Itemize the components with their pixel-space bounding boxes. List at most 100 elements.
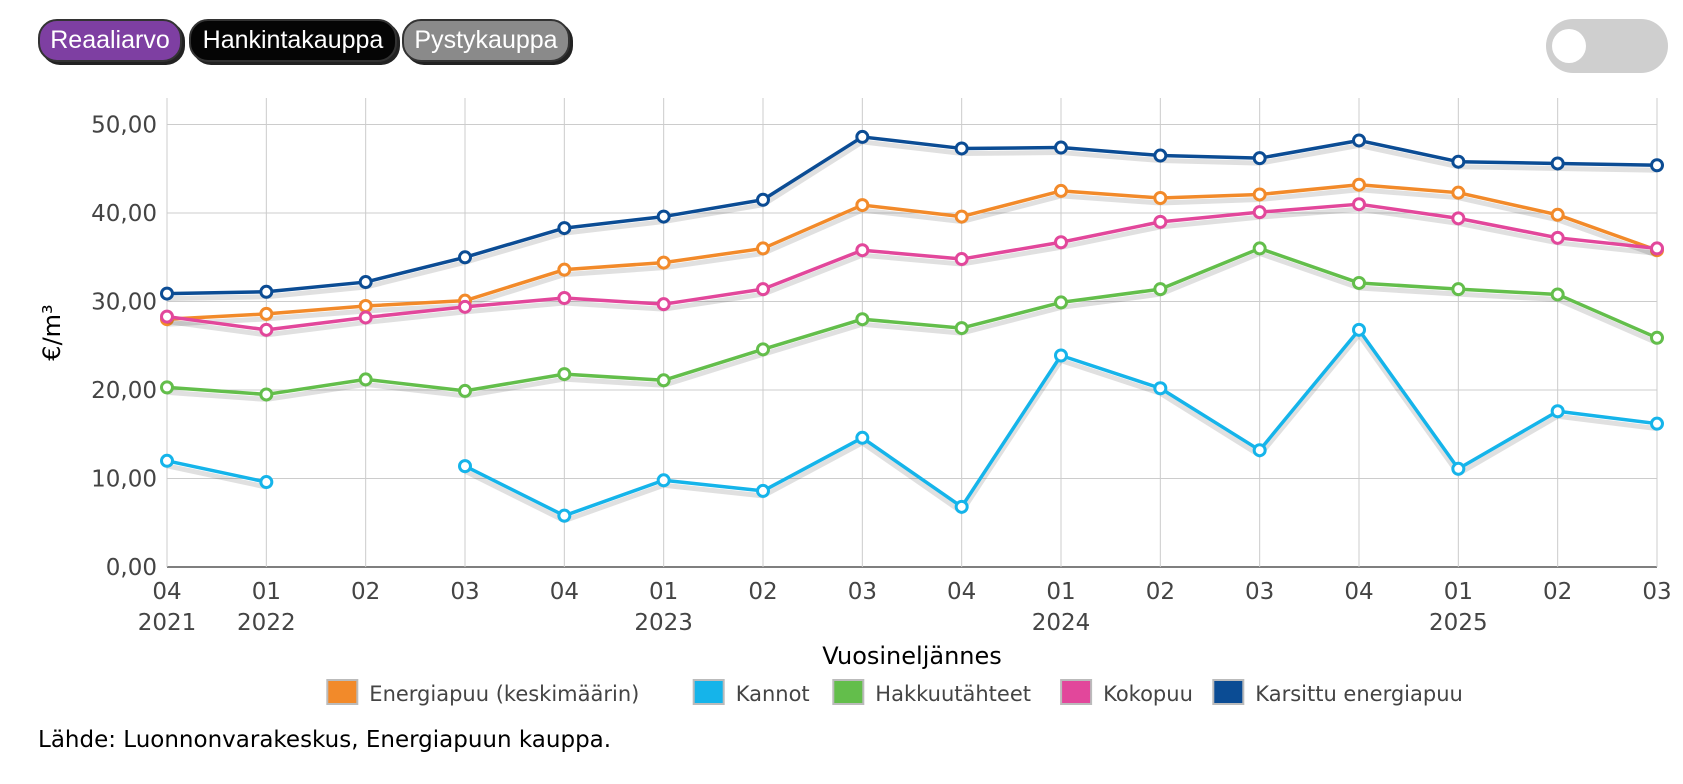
line-chart: 0,00 10,00 20,00 30,00 40,00 50,00 04 2021 01 202…: [38, 98, 1672, 706]
data-point: [458, 250, 472, 265]
series-kokopuu: [160, 197, 1664, 338]
legend-swatch: [326, 679, 359, 705]
data-point: [1650, 158, 1664, 173]
x-tick-label: 02: [351, 579, 380, 605]
data-point: [954, 141, 969, 156]
data-point: [458, 299, 472, 314]
data-point: [1550, 287, 1565, 302]
data-point: [1054, 140, 1068, 155]
data-point: [756, 192, 770, 207]
x-tick-label: 01: [1046, 579, 1075, 605]
x-year-label: 2023: [634, 610, 693, 636]
x-tick-label: 03: [848, 579, 877, 605]
reaaliarvo-button[interactable]: Reaaliarvo: [38, 19, 182, 62]
x-year-label: 2022: [237, 610, 296, 636]
y-tick-label: 10,00: [91, 467, 157, 493]
data-point: [1451, 211, 1466, 226]
data-point: [1153, 214, 1168, 229]
legend-label: Hakkuutähteet: [875, 682, 1031, 706]
data-point: [458, 459, 472, 474]
series-shadow: [166, 187, 1658, 327]
data-point: [358, 275, 373, 290]
data-point: [656, 209, 671, 224]
legend-item: Hakkuutähteet: [832, 679, 1031, 706]
series-shadow: [166, 139, 1658, 302]
x-tick-label: 01: [252, 579, 281, 605]
legend-label: Karsittu energiapuu: [1255, 682, 1463, 706]
data-point: [259, 475, 274, 490]
data-point: [557, 262, 572, 277]
data-point: [656, 473, 671, 488]
view-toggle-switch[interactable]: [1546, 19, 1668, 73]
data-point: [855, 243, 870, 258]
series-line: [166, 246, 1658, 397]
data-point: [954, 252, 969, 267]
data-point: [458, 383, 472, 398]
series-line: [166, 459, 267, 484]
series-line: [166, 182, 1658, 321]
series-line: [166, 135, 1658, 296]
source-note: Lähde: Luonnonvarakeskus, Energiapuun ka…: [38, 727, 612, 753]
x-year-label: 2025: [1429, 610, 1488, 636]
data-point: [756, 241, 770, 256]
series-hakkuut-hteet: [160, 241, 1664, 402]
legend-item: Karsittu energiapuu: [1212, 679, 1463, 706]
data-point: [160, 286, 174, 301]
data-point: [1054, 235, 1068, 250]
data-point: [1054, 183, 1068, 198]
data-point: [855, 129, 870, 144]
series-shadow: [166, 250, 1659, 402]
data-point: [160, 380, 174, 395]
hankintakauppa-button[interactable]: Hankintakauppa: [189, 19, 397, 62]
data-point: [1153, 381, 1168, 396]
series-kannot: [160, 322, 1664, 524]
legend-item: Kokopuu: [1060, 679, 1193, 706]
legend-label: Kannot: [736, 682, 810, 706]
data-point: [358, 298, 373, 313]
data-point: [1352, 177, 1366, 192]
pystykauppa-button[interactable]: Pystykauppa: [402, 19, 570, 62]
x-tick-label: 02: [1543, 579, 1572, 605]
data-point: [756, 342, 770, 357]
data-point: [1451, 282, 1466, 297]
data-point: [259, 284, 274, 299]
data-point: [557, 508, 572, 523]
data-point: [1153, 282, 1168, 297]
x-axis-title: Vuosineljännes: [822, 642, 1002, 670]
x-tick-label: 03: [450, 579, 479, 605]
data-point: [259, 306, 274, 321]
y-tick-label: 30,00: [91, 290, 157, 316]
data-point: [855, 198, 870, 213]
x-year-label: 2021: [138, 610, 197, 636]
y-tick-label: 20,00: [91, 378, 157, 404]
x-tick-label: 01: [649, 579, 678, 605]
data-point: [557, 290, 572, 305]
series-shadow: [166, 206, 1658, 338]
data-point: [1252, 187, 1267, 202]
data-point: [160, 453, 174, 468]
data-point: [1650, 416, 1664, 431]
series-shadow: [166, 463, 267, 490]
x-year-label: 2024: [1032, 610, 1091, 636]
data-point: [1352, 322, 1366, 337]
data-point: [1252, 205, 1267, 220]
x-tick-label: 02: [748, 579, 777, 605]
data-point: [954, 209, 969, 224]
legend-swatch: [1212, 679, 1245, 705]
data-point: [557, 221, 572, 236]
toggle-knob: [1552, 29, 1586, 63]
data-point: [1252, 241, 1267, 256]
data-point: [1352, 275, 1366, 290]
data-point: [1550, 207, 1565, 222]
data-point: [557, 367, 572, 382]
data-point: [756, 483, 770, 498]
data-point: [160, 309, 174, 324]
legend-item: Energiapuu (keskimäärin): [326, 679, 639, 706]
data-point: [259, 387, 274, 402]
legend-label: Kokopuu: [1103, 682, 1193, 706]
x-tick-label: 02: [1146, 579, 1175, 605]
data-point: [1650, 241, 1664, 256]
x-tick-label: 04: [550, 579, 579, 605]
series-energiapuu-keskim-rin-: [160, 177, 1664, 327]
legend-swatch: [1060, 679, 1093, 705]
